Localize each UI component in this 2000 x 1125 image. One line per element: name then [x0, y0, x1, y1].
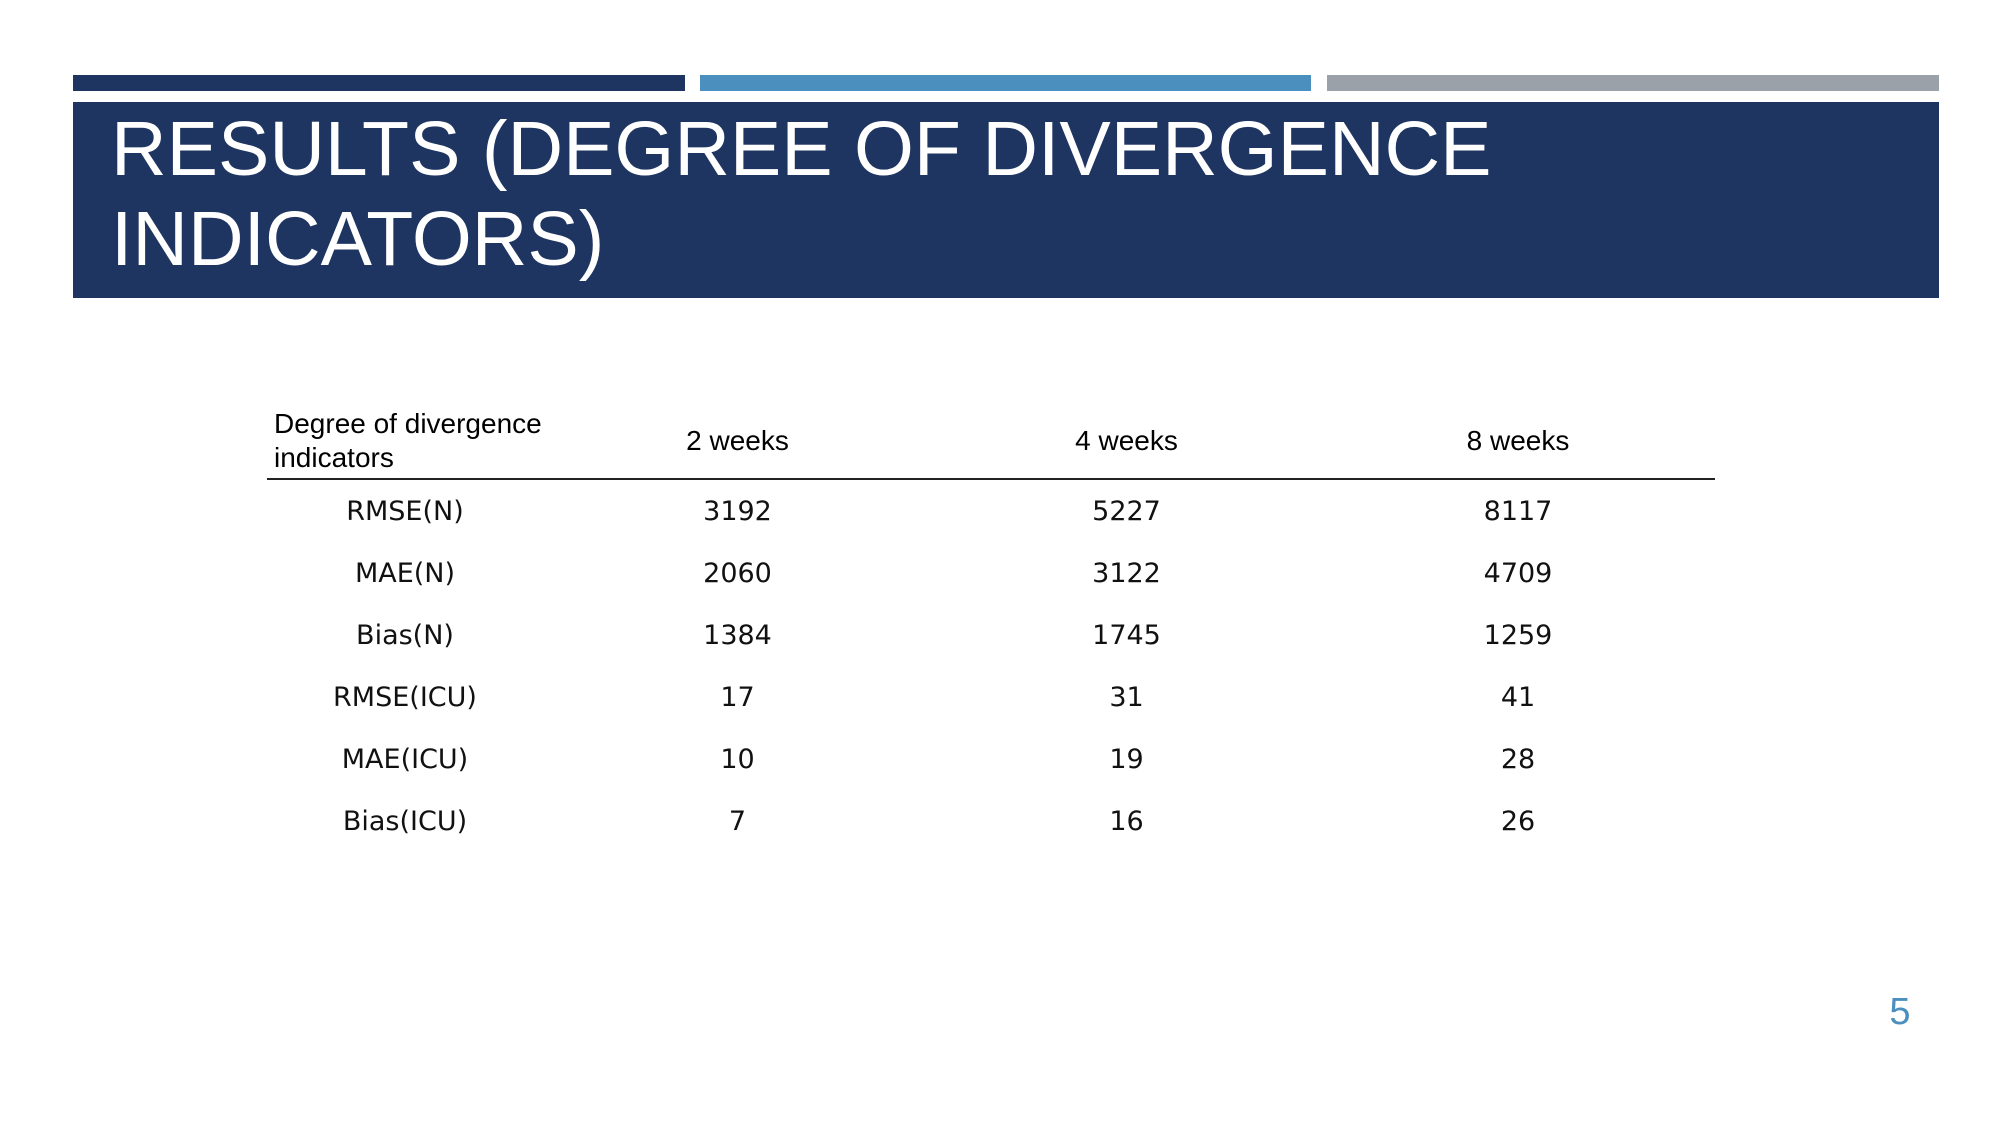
title-band: RESULTS (DEGREE OF DIVERGENCE INDICATORS… [73, 102, 1939, 298]
cell-8-weeks: 4709 [1483, 557, 1553, 589]
cell-4-weeks: 31 [1109, 681, 1144, 713]
cell-2-weeks: 10 [720, 743, 755, 775]
row-label: MAE(N) [354, 557, 456, 589]
row-label: RMSE(N) [346, 495, 464, 527]
header-8-weeks: 8 weeks [1321, 403, 1715, 480]
row-label: RMSE(ICU) [333, 681, 477, 713]
table-row: RMSE(N) 3192 5227 8117 [267, 479, 1715, 542]
cell-4-weeks: 1745 [1092, 619, 1161, 651]
accent-bar-gray [1327, 75, 1939, 91]
cell-4-weeks: 3122 [1092, 557, 1161, 589]
cell-2-weeks: 17 [720, 681, 755, 713]
slide-title: RESULTS (DEGREE OF DIVERGENCE INDICATORS… [111, 106, 1492, 282]
table-header-row: Degree of divergence indicators 2 weeks … [267, 403, 1715, 480]
table-row: MAE(ICU) 10 19 28 [267, 728, 1715, 790]
table-row: Bias(N) 1384 1745 1259 [267, 604, 1715, 666]
header-2-weeks: 2 weeks [543, 403, 932, 480]
cell-8-weeks: 1259 [1483, 619, 1553, 651]
cell-2-weeks: 3192 [703, 495, 772, 527]
cell-8-weeks: 28 [1500, 743, 1536, 775]
header-indicator: Degree of divergence indicators [267, 403, 543, 480]
cell-2-weeks: 1384 [703, 619, 772, 651]
cell-2-weeks: 7 [728, 805, 747, 837]
row-label: Bias(ICU) [342, 805, 468, 837]
cell-2-weeks: 2060 [703, 557, 772, 589]
page-number: 5 [1889, 991, 1911, 1033]
table-row: RMSE(ICU) 17 31 41 [267, 666, 1715, 728]
divergence-table: Degree of divergence indicators 2 weeks … [267, 403, 1715, 852]
cell-8-weeks: 8117 [1483, 495, 1553, 527]
cell-8-weeks: 26 [1500, 805, 1536, 837]
cell-4-weeks: 5227 [1092, 495, 1161, 527]
cell-8-weeks: 41 [1500, 681, 1536, 713]
row-label: Bias(N) [356, 619, 454, 651]
cell-4-weeks: 16 [1109, 805, 1144, 837]
table-row: Bias(ICU) 7 16 26 [267, 790, 1715, 852]
row-label: MAE(ICU) [341, 743, 469, 775]
table-row: MAE(N) 2060 3122 4709 [267, 542, 1715, 604]
cell-4-weeks: 19 [1109, 743, 1144, 775]
header-4-weeks: 4 weeks [932, 403, 1321, 480]
accent-bar-blue [700, 75, 1311, 91]
accent-bar-navy [73, 75, 685, 91]
